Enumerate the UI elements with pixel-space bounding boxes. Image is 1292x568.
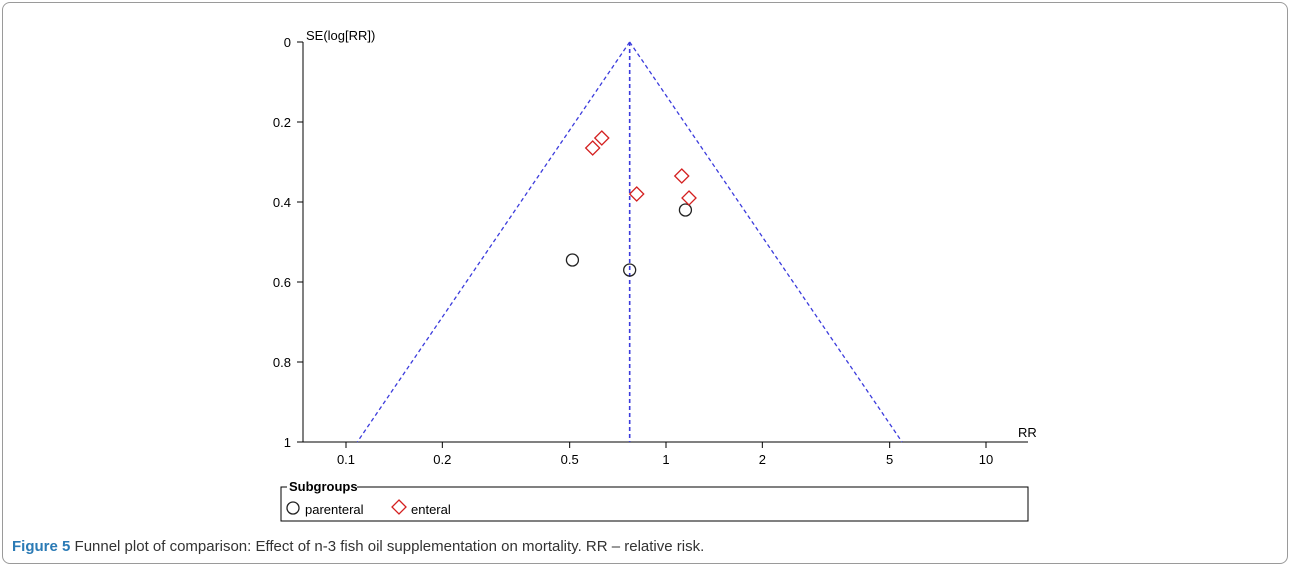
enteral-point bbox=[584, 140, 601, 156]
x-tick-label: 0.1 bbox=[337, 452, 355, 467]
legend-enteral-label: enteral bbox=[411, 502, 451, 517]
x-tick-label: 10 bbox=[979, 452, 993, 467]
y-tick-label: 0.2 bbox=[273, 115, 291, 130]
legend-parenteral-marker bbox=[286, 501, 300, 515]
funnel-right-line bbox=[629, 41, 903, 443]
y-tick-label: 0.6 bbox=[273, 275, 291, 290]
x-tick-label: 0.5 bbox=[561, 452, 579, 467]
y-axis-label: SE(log[RR]) bbox=[306, 28, 375, 43]
legend-box bbox=[280, 486, 1029, 522]
enteral-point bbox=[628, 186, 645, 202]
x-tick-label: 1 bbox=[662, 452, 669, 467]
figure-caption-text: Funnel plot of comparison: Effect of n-3… bbox=[70, 538, 705, 555]
y-tick-label: 0 bbox=[284, 35, 291, 50]
parenteral-point bbox=[678, 203, 693, 217]
parenteral-point bbox=[565, 253, 580, 267]
x-tick-label: 5 bbox=[886, 452, 893, 467]
legend-enteral-marker bbox=[391, 499, 407, 515]
figure-label: Figure 5 bbox=[12, 538, 71, 555]
y-tick-label: 1 bbox=[284, 435, 291, 450]
legend-title: Subgroups bbox=[289, 479, 358, 494]
funnel-left-line bbox=[356, 41, 631, 443]
x-tick-label: 2 bbox=[759, 452, 766, 467]
enteral-point bbox=[681, 190, 697, 206]
y-tick-label: 0.8 bbox=[273, 355, 291, 370]
enteral-point bbox=[673, 168, 690, 184]
y-tick-label: 0.4 bbox=[273, 195, 291, 210]
figure-caption: Figure 5 Funnel plot of comparison: Effe… bbox=[12, 538, 1272, 555]
x-tick-label: 0.2 bbox=[433, 452, 451, 467]
x-axis-label: RR bbox=[1018, 425, 1037, 440]
parenteral-point bbox=[623, 263, 637, 277]
legend-title-bg bbox=[287, 479, 357, 493]
legend-parenteral-label: parenteral bbox=[305, 502, 364, 517]
enteral-point bbox=[593, 130, 610, 146]
